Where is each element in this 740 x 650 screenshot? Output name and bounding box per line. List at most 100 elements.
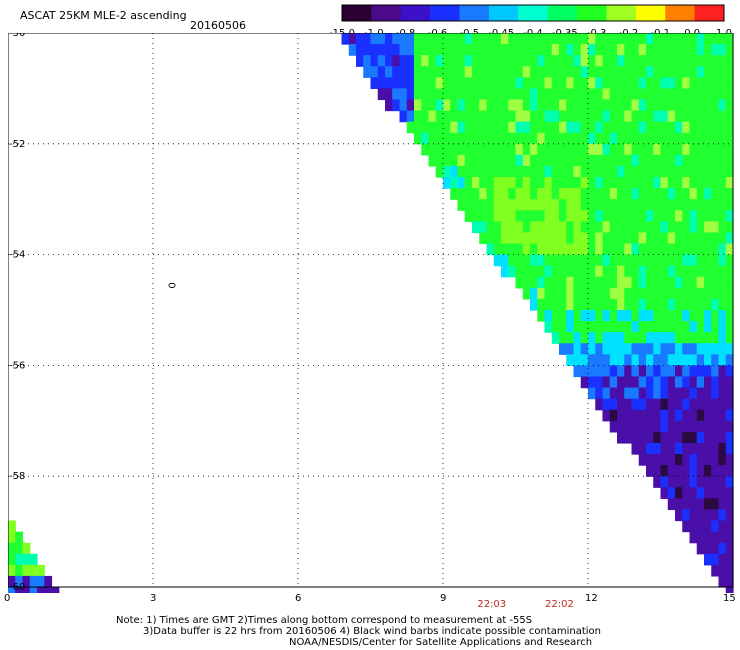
swath-cell-850	[537, 243, 546, 256]
swath-cell-1096	[653, 332, 662, 344]
swath-cell-899	[653, 254, 662, 267]
swath-cell-808	[479, 232, 488, 245]
swath-cell-1071	[653, 321, 662, 333]
swath-cell-53	[725, 33, 734, 45]
swath-cell-854	[566, 243, 575, 256]
swath-cell-846	[508, 243, 517, 256]
swath-cell-1321	[696, 465, 705, 477]
swath-cell-844	[493, 243, 502, 256]
swath-cell-30	[559, 33, 567, 45]
swath-cell-429	[595, 121, 604, 134]
swath-cell-215	[406, 77, 415, 89]
swath-cell-972	[522, 287, 531, 300]
swath-cell-746	[544, 210, 553, 222]
swath-cell-52	[718, 33, 727, 45]
swath-cell-184	[544, 66, 553, 78]
swath-cell-1223	[638, 398, 647, 411]
swath-cell-712	[566, 199, 575, 211]
swath-cell-452	[443, 132, 451, 145]
swath-cell-873	[704, 243, 712, 256]
swath-cell-1126	[696, 343, 705, 355]
swath-cell-1130	[725, 343, 734, 355]
swath-cell-1382	[704, 553, 712, 566]
swath-cell-998	[711, 287, 720, 300]
swath-cell-1302	[646, 454, 654, 466]
swath-cell-743	[522, 210, 531, 222]
swath-cell-1019	[660, 298, 669, 311]
swath-cell-334	[566, 99, 575, 112]
swath-cell-1095	[646, 332, 654, 344]
swath-cell-893	[609, 254, 618, 267]
swath-cell-1229	[682, 398, 691, 411]
swath-cell-1068	[631, 321, 640, 333]
swath-cell-503	[501, 143, 509, 156]
swath-cell-125	[486, 55, 495, 67]
swath-cell-638	[588, 177, 596, 189]
swath-cell-185	[551, 66, 560, 78]
swath-cell-672	[551, 188, 560, 200]
swath-cell-226	[486, 77, 495, 89]
swath-cell-42	[646, 33, 654, 45]
swath-cell-517	[602, 143, 611, 156]
swath-cell-730	[696, 199, 705, 211]
swath-cell-724	[653, 199, 662, 211]
swath-cell-310	[392, 99, 401, 112]
swath-cell-1081	[725, 321, 734, 333]
swath-cell-423	[551, 121, 560, 134]
swath-cell-375	[530, 110, 538, 123]
swath-cell-950	[573, 276, 582, 289]
swath-cell-31	[566, 33, 575, 45]
swath-cell-945	[537, 276, 546, 289]
swath-cell-1202	[624, 387, 633, 400]
swath-cell-354	[711, 99, 720, 112]
swath-cell-942	[515, 276, 524, 289]
swath-cell-1178	[595, 376, 604, 389]
colorbar-swatch-7	[547, 5, 578, 21]
swath-cell-827	[617, 232, 625, 245]
swath-cell-1180	[609, 376, 618, 389]
swath-cell-113	[399, 55, 408, 67]
swath-cell-314	[421, 99, 430, 112]
swath-cell-24	[515, 33, 524, 45]
swath-cell-820	[566, 232, 575, 245]
swath-cell-996	[696, 287, 705, 300]
swath-cell-1307	[682, 454, 691, 466]
swath-cell-698	[464, 199, 473, 211]
swath-cell-328	[522, 99, 531, 112]
swath-cell-225	[479, 77, 488, 89]
swath-cell-413	[479, 121, 488, 134]
swath-cell-385	[602, 110, 611, 123]
swath-cell-332	[551, 99, 560, 112]
swath-cell-365	[457, 110, 466, 123]
swath-cell-103	[704, 44, 712, 56]
swath-cell-913	[522, 265, 531, 278]
swath-cell-1301	[638, 454, 647, 466]
swath-cell-308	[725, 88, 734, 101]
swath-cell-1162	[631, 365, 640, 378]
swath-cell-790	[602, 221, 611, 234]
swath-cell-911	[508, 265, 517, 278]
swath-cell-438	[660, 121, 669, 134]
swath-cell-515	[588, 143, 596, 156]
swath-cell-563	[631, 154, 640, 167]
swath-cell-1325	[725, 465, 734, 477]
swath-cell-878	[501, 254, 509, 267]
swath-cell-719	[617, 199, 625, 211]
swath-cell-1057	[551, 321, 560, 333]
swath-cell-118	[435, 55, 444, 67]
swath-cell-717	[602, 199, 611, 211]
corner-cell-1401	[29, 553, 38, 566]
swath-cell-1374	[711, 531, 720, 544]
swath-cell-137	[573, 55, 582, 67]
swath-cell-553	[559, 154, 567, 167]
swath-cell-356	[725, 99, 734, 112]
swath-cell-1351	[696, 498, 705, 511]
swath-cell-209	[725, 66, 734, 78]
swath-cell-486	[689, 132, 698, 145]
swath-cell-1025	[704, 298, 712, 311]
swath-cell-924	[602, 265, 611, 278]
swath-cell-247	[638, 77, 647, 89]
swath-cell-1359	[696, 509, 705, 522]
swath-cell-1346	[725, 487, 734, 499]
swath-cell-157	[718, 55, 727, 67]
